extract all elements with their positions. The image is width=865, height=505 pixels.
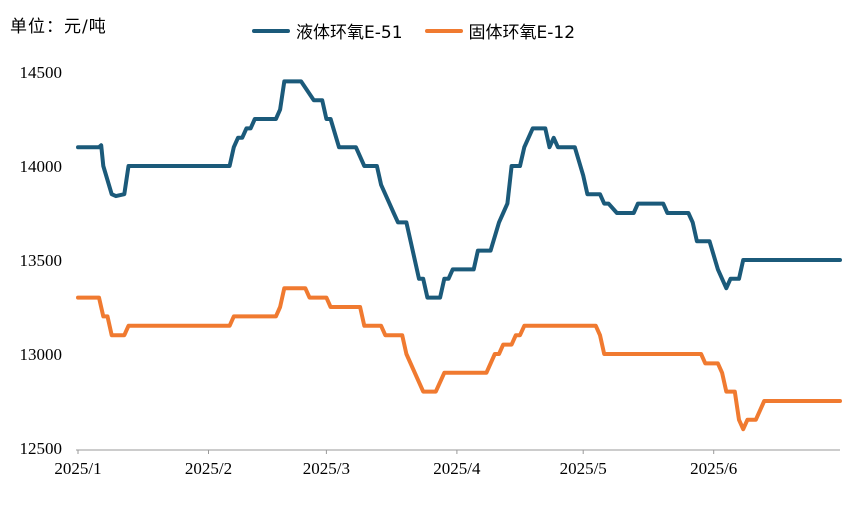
legend-swatch-series-1	[252, 28, 290, 33]
y-tick-label: 14500	[20, 63, 63, 82]
legend-swatch-series-2	[424, 28, 463, 33]
x-tick-label: 2025/4	[433, 459, 481, 478]
y-tick-label: 14000	[20, 157, 63, 176]
x-tick-label: 2025/6	[690, 459, 737, 478]
series-line-2	[76, 286, 842, 432]
unit-label: 单位：元/吨	[10, 17, 107, 37]
series-line-1	[76, 79, 842, 300]
x-tick-label: 2025/1	[54, 459, 101, 478]
x-tick-label: 2025/2	[185, 459, 232, 478]
x-tick-label: 2025/5	[560, 459, 607, 478]
legend-label-series-1: 液体环氧E-51	[296, 23, 403, 43]
y-tick-label: 13000	[20, 345, 63, 364]
legend-label-series-2: 固体环氧E-12	[468, 23, 576, 43]
legend-item-series-2: 固体环氧E-12	[424, 18, 576, 43]
y-tick-label: 12500	[20, 439, 63, 458]
legend-item-series-1: 液体环氧E-51	[252, 18, 403, 43]
y-tick-label: 13500	[20, 251, 63, 270]
x-tick-label: 2025/3	[303, 459, 350, 478]
legend: 液体环氧E-51 固体环氧E-12	[252, 18, 597, 43]
